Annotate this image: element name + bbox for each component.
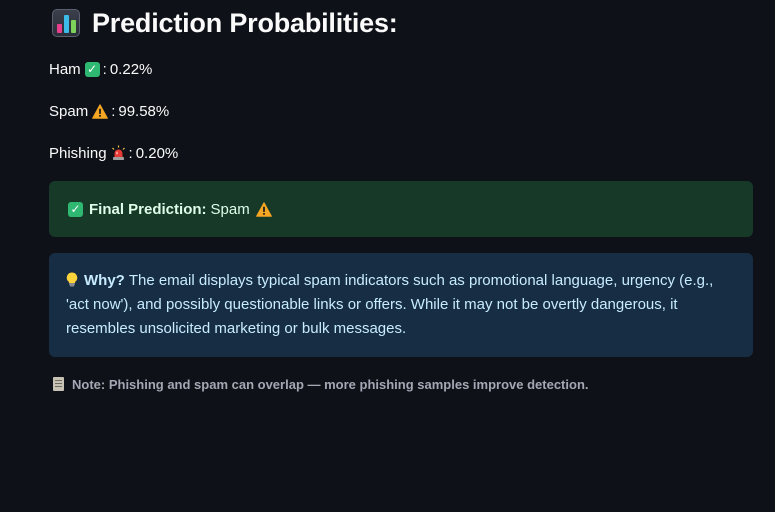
probability-value: 0.20%	[135, 144, 179, 162]
why-label: Why?	[84, 272, 125, 289]
check-mark-icon: ✓	[84, 61, 100, 77]
prediction-heading: Prediction Probabilities:	[52, 6, 398, 40]
warning-icon	[255, 201, 272, 217]
memo-icon	[53, 377, 64, 391]
siren-icon	[111, 145, 126, 161]
probability-label: Spam	[49, 102, 89, 120]
explanation-text: The email displays typical spam indicato…	[66, 272, 714, 337]
probability-value: 0.22%	[109, 60, 153, 78]
note-caption: Note: Phishing and spam can overlap — mo…	[53, 375, 589, 393]
page-title: Prediction Probabilities:	[92, 7, 398, 38]
probability-label: Ham	[49, 60, 81, 78]
probability-value: 99.58%	[118, 102, 170, 120]
light-bulb-icon	[66, 271, 78, 287]
probability-separator: :	[102, 60, 107, 78]
final-prediction-value: Spam	[210, 200, 250, 218]
check-mark-icon: ✓	[68, 201, 83, 217]
probability-row-ham: Ham ✓ : 0.22%	[49, 59, 152, 79]
probability-separator: :	[111, 102, 116, 120]
probability-label: Phishing	[49, 144, 107, 162]
probability-row-spam: Spam : 99.58%	[49, 101, 169, 121]
probability-row-phishing: Phishing : 0.20%	[49, 143, 178, 163]
probability-separator: :	[128, 144, 133, 162]
final-prediction-label: Final Prediction:	[89, 200, 207, 218]
bar-chart-icon	[52, 9, 80, 37]
warning-icon	[92, 103, 109, 119]
note-text: Note: Phishing and spam can overlap — mo…	[72, 376, 589, 392]
explanation-alert: Why? The email displays typical spam indi…	[49, 253, 753, 357]
final-prediction-alert: ✓ Final Prediction: Spam	[49, 181, 753, 237]
